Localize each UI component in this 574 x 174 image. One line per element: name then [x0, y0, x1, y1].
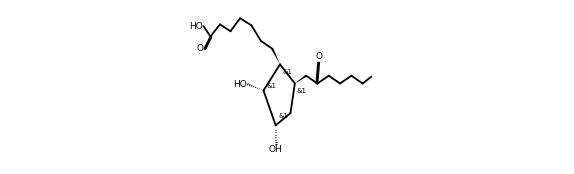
Text: HO: HO	[189, 22, 203, 31]
Text: &1: &1	[278, 113, 288, 119]
Text: &1: &1	[282, 69, 293, 75]
Polygon shape	[295, 75, 307, 84]
Text: &1: &1	[267, 83, 277, 89]
Text: &1: &1	[297, 88, 307, 94]
Text: O: O	[197, 44, 204, 53]
Polygon shape	[271, 48, 280, 64]
Text: HO: HO	[234, 80, 247, 89]
Text: OH: OH	[269, 145, 282, 154]
Text: O: O	[316, 52, 323, 61]
